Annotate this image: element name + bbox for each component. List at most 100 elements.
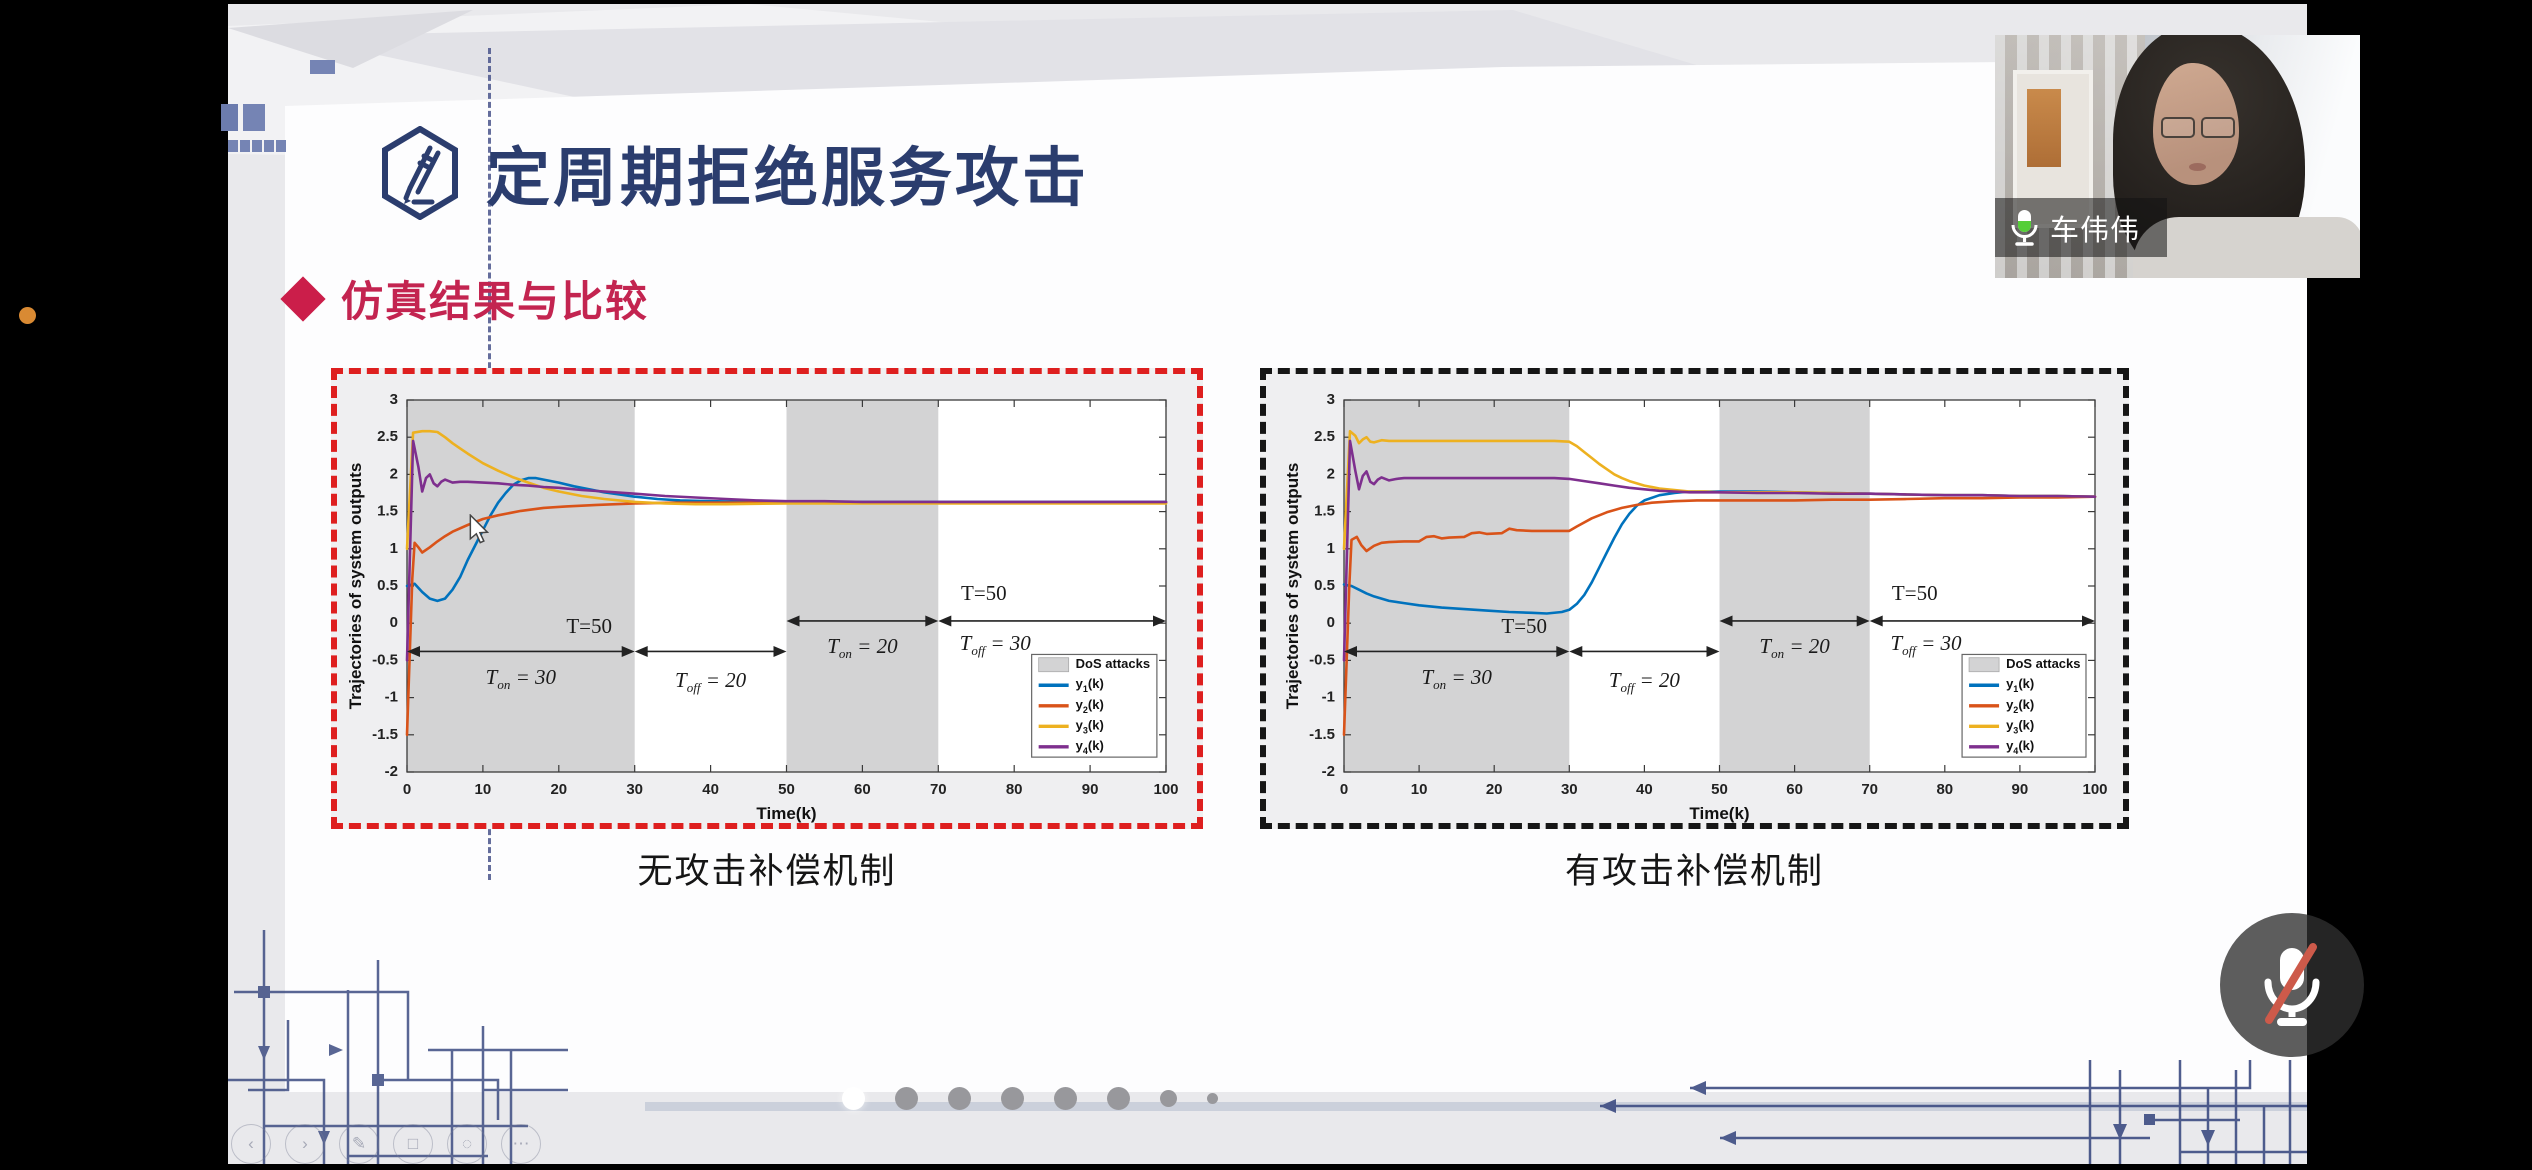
presentation-toolbar: ‹ › ✎ □ ◌ ⋯ [231, 1124, 541, 1164]
deco-square [310, 60, 335, 74]
svg-text:-0.5: -0.5 [1309, 651, 1335, 668]
svg-text:20: 20 [1486, 781, 1503, 798]
svg-text:1: 1 [390, 540, 398, 557]
svg-text:50: 50 [778, 781, 795, 798]
deco-square-row [228, 140, 286, 152]
svg-text:y1(k): y1(k) [2006, 677, 2034, 695]
svg-text:3: 3 [390, 391, 398, 408]
svg-text:70: 70 [930, 781, 947, 798]
svg-text:0: 0 [390, 614, 398, 631]
subtitle: 仿真结果与比较 [341, 278, 650, 325]
svg-text:y4(k): y4(k) [1076, 738, 1104, 756]
pagination-dot[interactable] [1160, 1090, 1177, 1107]
svg-text:-0.5: -0.5 [372, 651, 398, 668]
deco-square [221, 104, 238, 131]
svg-text:DoS attacks: DoS attacks [2006, 656, 2080, 671]
svg-text:80: 80 [1936, 781, 1953, 798]
svg-text:Toff = 30: Toff = 30 [1890, 631, 1962, 658]
svg-text:y2(k): y2(k) [2006, 697, 2034, 715]
rectangle-icon[interactable]: □ [393, 1124, 433, 1164]
svg-text:Toff = 20: Toff = 20 [675, 668, 747, 695]
svg-text:Toff = 30: Toff = 30 [960, 631, 1032, 658]
pagination-dot[interactable] [1107, 1087, 1130, 1110]
slide-title-block: 定周期拒绝服务攻击 [380, 126, 1089, 220]
svg-text:Toff = 20: Toff = 20 [1609, 668, 1681, 695]
subtitle-block: 仿真结果与比较 [280, 268, 650, 329]
svg-text:y2(k): y2(k) [1076, 697, 1104, 715]
svg-text:Time(k): Time(k) [756, 804, 816, 823]
pagination-dot[interactable] [1054, 1087, 1077, 1110]
svg-text:y3(k): y3(k) [1076, 718, 1104, 736]
svg-text:T=50: T=50 [1501, 614, 1547, 638]
svg-text:100: 100 [2082, 781, 2107, 798]
svg-text:-2: -2 [1322, 763, 1335, 780]
svg-text:Ton = 20: Ton = 20 [827, 634, 898, 661]
svg-text:90: 90 [2012, 781, 2029, 798]
pagination-dot[interactable] [1207, 1093, 1218, 1104]
chart-with-compensation: 0 10 20 30 40 50 60 70 80 90 100 -2 -1.5 -1 -0.5 0 0.5 1 1… [1267, 375, 2122, 823]
svg-text:60: 60 [854, 781, 871, 798]
svg-text:Ton = 30: Ton = 30 [1421, 665, 1492, 692]
deco-square [243, 104, 265, 131]
svg-text:2: 2 [1327, 465, 1335, 482]
svg-text:T=50: T=50 [566, 614, 612, 638]
svg-text:-2: -2 [385, 763, 398, 780]
orange-dot-decoration [19, 307, 36, 324]
svg-text:0.5: 0.5 [377, 577, 398, 594]
svg-text:10: 10 [1411, 781, 1428, 798]
svg-text:60: 60 [1786, 781, 1803, 798]
ellipsis-icon[interactable]: ⋯ [501, 1124, 541, 1164]
slide-pagination [842, 1087, 1218, 1110]
pagination-dot[interactable] [895, 1087, 918, 1110]
pagination-dot[interactable] [1001, 1087, 1024, 1110]
svg-text:1.5: 1.5 [377, 503, 398, 520]
svg-text:y4(k): y4(k) [2006, 738, 2034, 756]
svg-text:40: 40 [1636, 781, 1653, 798]
svg-text:40: 40 [702, 781, 719, 798]
svg-text:3: 3 [1327, 391, 1335, 408]
svg-text:2.5: 2.5 [1314, 428, 1335, 445]
svg-text:Trajectories of system outputs: Trajectories of system outputs [346, 463, 365, 710]
diamond-bullet-icon [280, 275, 326, 322]
participant-sweater [2133, 217, 2360, 278]
svg-text:70: 70 [1861, 781, 1878, 798]
svg-text:80: 80 [1006, 781, 1023, 798]
svg-text:0: 0 [403, 781, 411, 798]
svg-text:50: 50 [1711, 781, 1728, 798]
svg-text:0.5: 0.5 [1314, 577, 1335, 594]
svg-text:Time(k): Time(k) [1689, 804, 1749, 823]
svg-text:90: 90 [1082, 781, 1099, 798]
participant-name: 车伟伟 [2050, 214, 2141, 247]
svg-text:-1: -1 [385, 689, 398, 706]
svg-text:30: 30 [1561, 781, 1578, 798]
svg-text:T=50: T=50 [961, 581, 1007, 605]
participant-name-badge: 车伟伟 [1995, 198, 2167, 257]
svg-text:0: 0 [1327, 614, 1335, 631]
right-chart-caption: 有攻击补偿机制 [1564, 852, 1824, 891]
svg-text:20: 20 [550, 781, 567, 798]
chevron-left-icon[interactable]: ‹ [231, 1124, 271, 1164]
pencil-hexagon-icon [382, 126, 458, 220]
svg-text:2.5: 2.5 [377, 428, 398, 445]
pencil-icon[interactable]: ✎ [339, 1124, 379, 1164]
svg-text:Ton = 30: Ton = 30 [486, 665, 557, 692]
mic-muted-button[interactable] [2220, 913, 2364, 1057]
chevron-right-icon[interactable]: › [285, 1124, 325, 1164]
svg-text:Ton = 20: Ton = 20 [1759, 634, 1830, 661]
webcam-tile[interactable]: 车伟伟 [1995, 35, 2360, 278]
svg-text:y1(k): y1(k) [1076, 677, 1104, 695]
window-blind [2027, 89, 2061, 167]
mouse-cursor [469, 514, 490, 544]
magnifier-icon[interactable]: ◌ [447, 1124, 487, 1164]
bottom-band-decoration [645, 1102, 2307, 1111]
pagination-dot[interactable] [842, 1087, 865, 1110]
page-title: 定周期拒绝服务攻击 [486, 142, 1089, 214]
left-chart-caption: 无攻击补偿机制 [637, 852, 897, 891]
participant-glasses [2161, 117, 2235, 138]
svg-text:2: 2 [390, 465, 398, 482]
svg-text:T=50: T=50 [1892, 581, 1938, 605]
svg-text:10: 10 [475, 781, 492, 798]
pagination-dot[interactable] [948, 1087, 971, 1110]
mic-muted-icon [2264, 943, 2320, 1026]
